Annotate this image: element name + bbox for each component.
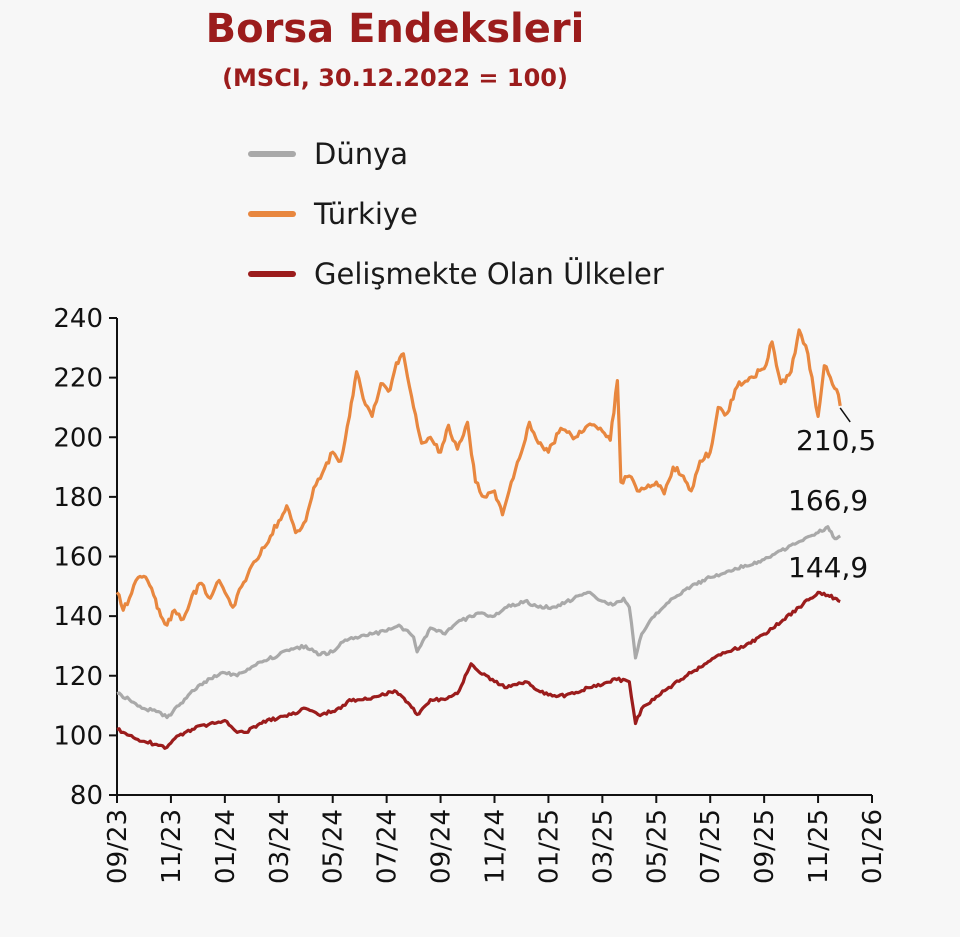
x-tick-label: 11/23 <box>157 809 187 884</box>
series-line-1 <box>115 328 842 627</box>
x-tick-label: 03/25 <box>588 809 618 884</box>
y-tick-label: 140 <box>53 602 103 632</box>
series-line-0 <box>116 525 842 720</box>
x-tick-label: 11/24 <box>481 809 511 884</box>
end-label-turkiye: 210,5 <box>796 424 876 457</box>
legend-label-turkiye: Türkiye <box>314 197 418 231</box>
legend-item-dunya: Dünya <box>248 124 664 184</box>
legend-swatch-turkiye <box>248 211 296 217</box>
series-line-2 <box>116 590 841 750</box>
x-tick-label: 03/24 <box>265 809 295 884</box>
x-tick-label: 01/24 <box>211 809 241 884</box>
chart-title: Borsa Endeksleri <box>205 6 585 52</box>
end-label-leader <box>839 407 851 423</box>
y-tick-label: 160 <box>53 543 103 573</box>
y-tick-label: 180 <box>53 483 103 513</box>
y-tick-label: 80 <box>70 781 103 811</box>
y-tick-label: 200 <box>53 423 103 453</box>
legend: Dünya Türkiye Gelişmekte Olan Ülkeler <box>248 124 664 304</box>
x-tick-label: 01/26 <box>858 809 888 884</box>
legend-label-gelismekte: Gelişmekte Olan Ülkeler <box>314 257 664 291</box>
end-label-gelismekte: 144,9 <box>788 551 868 584</box>
chart-subtitle: (MSCI, 30.12.2022 = 100) <box>222 64 568 92</box>
y-tick-label: 240 <box>53 304 103 334</box>
legend-swatch-gelismekte <box>248 271 296 277</box>
x-tick-label: 05/24 <box>319 809 349 884</box>
end-label-dunya: 166,9 <box>788 484 868 517</box>
y-tick-label: 100 <box>53 721 103 751</box>
x-tick-label: 11/25 <box>804 809 834 884</box>
legend-item-gelismekte: Gelişmekte Olan Ülkeler <box>248 244 664 304</box>
y-tick-label: 120 <box>53 662 103 692</box>
legend-label-dunya: Dünya <box>314 137 409 171</box>
x-tick-label: 05/25 <box>642 809 672 884</box>
x-tick-label: 09/24 <box>427 809 457 884</box>
x-tick-label: 01/25 <box>534 809 564 884</box>
x-tick-label: 09/23 <box>103 809 133 884</box>
x-tick-label: 09/25 <box>750 809 780 884</box>
y-tick-label: 220 <box>53 364 103 394</box>
x-tick-label: 07/24 <box>373 809 403 884</box>
legend-swatch-dunya <box>248 151 296 157</box>
x-tick-label: 07/25 <box>696 809 726 884</box>
legend-item-turkiye: Türkiye <box>248 184 664 244</box>
